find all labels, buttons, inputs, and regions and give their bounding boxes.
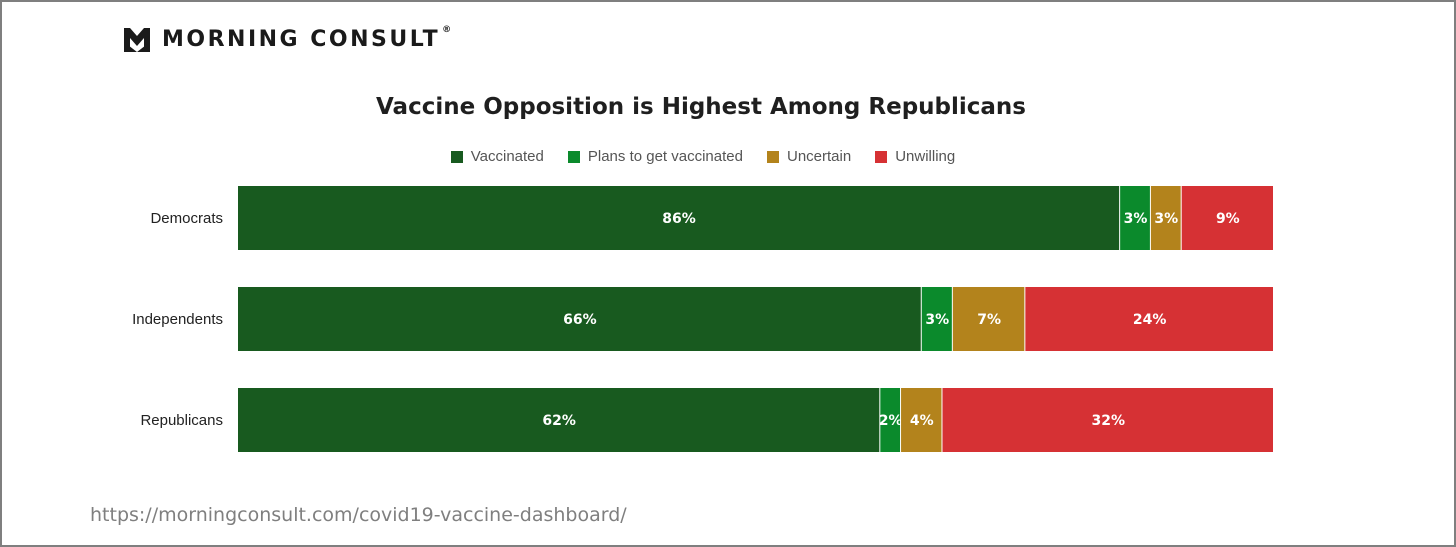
legend-swatch — [450, 150, 463, 163]
morning-consult-logo-icon — [124, 27, 150, 52]
bar-segment-independents-plans-to-get-vaccinated[interactable] — [921, 287, 952, 351]
data-label-republicans-uncertain: 4% — [910, 413, 934, 429]
legend-swatch — [875, 150, 888, 163]
source-url[interactable]: https://morningconsult.com/covid19-vacci… — [90, 504, 627, 526]
legend-label: Vaccinated — [470, 148, 544, 165]
legend-swatch — [567, 150, 580, 163]
bar-segment-democrats-plans-to-get-vaccinated[interactable] — [1120, 186, 1150, 250]
registered-mark: ® — [442, 25, 454, 35]
legend-item-uncertain[interactable]: Uncertain — [766, 148, 852, 165]
data-label-democrats-vaccinated: 86% — [662, 211, 696, 227]
bar-segment-democrats-vaccinated[interactable] — [238, 186, 1120, 250]
bar-segment-independents-vaccinated[interactable] — [238, 287, 921, 351]
brand-name: MORNING CONSULT ® — [162, 25, 454, 52]
legend-item-vaccinated[interactable]: Vaccinated — [450, 148, 544, 165]
bar-segment-republicans-plans-to-get-vaccinated[interactable] — [880, 388, 901, 452]
bar-segment-republicans-vaccinated[interactable] — [238, 388, 880, 452]
data-label-republicans-vaccinated: 62% — [542, 413, 576, 429]
bar-segment-independents-uncertain[interactable] — [952, 287, 1025, 351]
data-label-democrats-uncertain: 3% — [1154, 211, 1178, 227]
bar-segment-independents-unwilling[interactable] — [1025, 287, 1273, 351]
data-label-democrats-unwilling: 9% — [1216, 211, 1240, 227]
data-label-independents-vaccinated: 66% — [563, 312, 597, 328]
category-label-republicans: Republicans — [140, 412, 223, 429]
data-label-independents-uncertain: 7% — [977, 312, 1001, 328]
data-label-democrats-plans-to-get-vaccinated: 3% — [1124, 211, 1148, 227]
brand-logo[interactable]: MORNING CONSULT ® — [124, 25, 454, 52]
category-label-independents: Independents — [132, 311, 223, 328]
chart-title: Vaccine Opposition is Highest Among Repu… — [376, 94, 1026, 120]
chart-legend: Vaccinated Plans to get vaccinated Uncerta… — [2, 148, 1404, 165]
legend-item-unwilling[interactable]: Unwilling — [875, 148, 955, 165]
bar-segment-democrats-uncertain[interactable] — [1150, 186, 1181, 250]
data-label-republicans-plans-to-get-vaccinated: 2% — [879, 413, 903, 429]
legend-item-plans-to-get-vaccinated[interactable]: Plans to get vaccinated — [567, 148, 743, 165]
legend-label: Plans to get vaccinated — [587, 148, 743, 165]
category-label-democrats: Democrats — [150, 210, 223, 227]
bar-segment-republicans-unwilling[interactable] — [942, 388, 1273, 452]
legend-label: Unwilling — [895, 148, 956, 165]
data-label-independents-plans-to-get-vaccinated: 3% — [925, 312, 949, 328]
legend-swatch — [766, 150, 779, 163]
legend-label: Uncertain — [786, 148, 852, 165]
stacked-bar-chart: Democrats 86% 3% 3% 9% Independents 66% 3% 7% 24%… — [132, 186, 1273, 452]
bar-segment-democrats-unwilling[interactable] — [1181, 186, 1273, 250]
data-label-republicans-unwilling: 32% — [1091, 413, 1125, 429]
bar-segment-republicans-uncertain[interactable] — [901, 388, 942, 452]
data-label-independents-unwilling: 24% — [1133, 312, 1167, 328]
